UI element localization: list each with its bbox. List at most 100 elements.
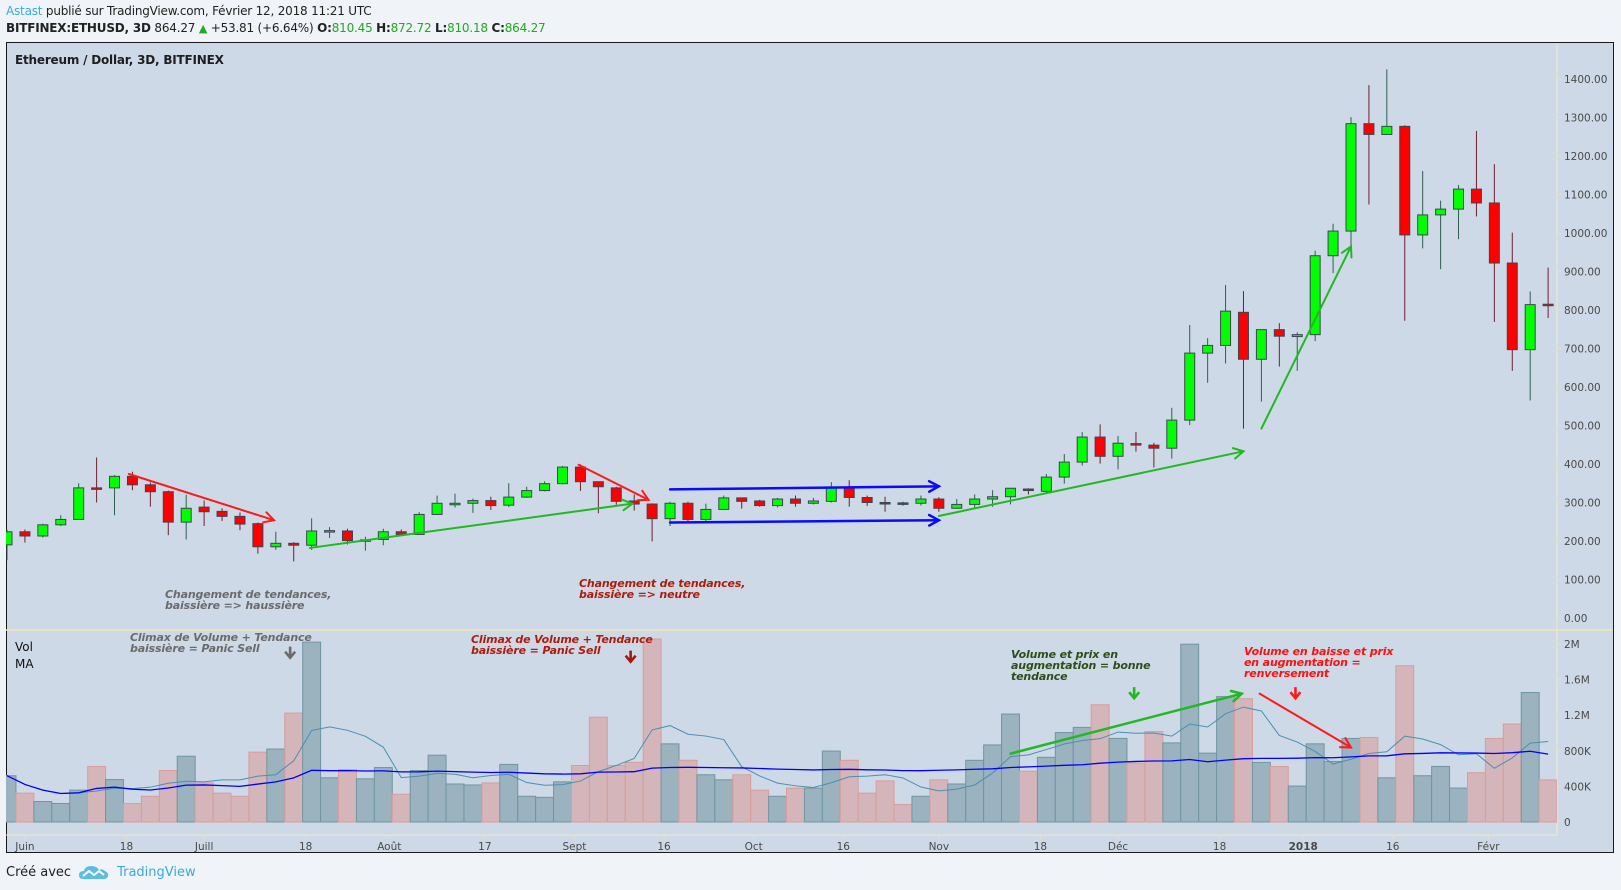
candle-body (1022, 488, 1034, 492)
time-axis-label: 18 (1034, 841, 1047, 853)
candle (700, 503, 712, 521)
candle-body (610, 487, 622, 502)
candle (933, 497, 945, 512)
volume-bar (499, 763, 519, 823)
candle-body (306, 530, 318, 546)
price-axis-label: 1200.00 (1564, 151, 1607, 163)
price-axis-label: 200.00 (1564, 536, 1601, 548)
volume-up-arrow-shaft (1009, 692, 1243, 755)
candle (754, 499, 766, 507)
volume-bar (338, 769, 357, 823)
tradingview-cloud-icon[interactable] (79, 864, 109, 880)
candle (825, 482, 837, 503)
volume-bar (1538, 779, 1557, 823)
price-axis-label: 1300.00 (1564, 113, 1607, 125)
time-axis-label: Juin (14, 841, 34, 853)
volume-bar (391, 793, 411, 823)
candle-body (1470, 188, 1482, 204)
high-value: 872.72 (390, 21, 432, 35)
volume-bar (1323, 760, 1343, 823)
candle-body (700, 508, 712, 520)
uptrend-arrow-2-shaft (937, 450, 1245, 517)
close-label: C: (491, 21, 505, 35)
author-link[interactable]: Astast (6, 4, 43, 18)
time-axis-label: 2018 (1289, 841, 1318, 853)
annotation-reversal: Volume en baisse et prix en augmentation… (1244, 645, 1394, 680)
price-axis-label: 900.00 (1564, 267, 1601, 279)
volume-bar (1359, 736, 1379, 823)
volume-bar (248, 751, 268, 823)
volume-bar (750, 789, 770, 823)
volume-bar (786, 787, 805, 823)
candle (789, 495, 801, 507)
candle-body (1130, 443, 1142, 446)
candle-body (216, 510, 228, 517)
candle (861, 495, 873, 506)
candle-body (413, 513, 425, 535)
downtrend-arrow-2 (577, 463, 651, 502)
candle-body (897, 502, 909, 505)
candle (180, 494, 192, 540)
candle (216, 508, 228, 521)
candle (610, 486, 622, 505)
candle (1076, 432, 1088, 466)
high-label: H: (376, 21, 391, 35)
volume-bar (355, 778, 375, 823)
candle-body (736, 497, 748, 502)
candle (1345, 117, 1357, 249)
volume-bar (320, 777, 340, 823)
candle (1524, 291, 1536, 401)
candle (1255, 329, 1267, 402)
candle-body (270, 542, 282, 548)
volume-bar (33, 801, 53, 823)
candle (951, 499, 963, 509)
volume-bar (176, 755, 196, 823)
candle (1237, 291, 1249, 429)
tradingview-link[interactable]: TradingView (117, 864, 196, 880)
candle (449, 493, 461, 508)
volume-legend-label[interactable]: Vol (15, 640, 33, 654)
candle (431, 495, 443, 515)
volume-bar (911, 795, 931, 823)
candle-body (1435, 208, 1447, 216)
volume-axis-label: 2M (1564, 639, 1580, 651)
volume-bar (1251, 761, 1271, 823)
annotation-trend-change-up: Changement de tendances, baissière => ha… (165, 588, 332, 612)
price-axis-label: 500.00 (1564, 421, 1601, 433)
candle-body (1363, 123, 1375, 135)
candle (915, 495, 927, 506)
candle-body (843, 487, 855, 498)
candle-body (1381, 125, 1393, 135)
ma-legend-label[interactable]: MA (15, 657, 34, 671)
candle (1399, 125, 1411, 321)
price-axis-label: 400.00 (1564, 459, 1601, 471)
volume-bar (105, 779, 124, 823)
symbol: BITFINEX:ETHUSD, 3D (6, 21, 151, 35)
volume-bar (445, 783, 465, 823)
candle-body (377, 531, 389, 540)
candle-body (126, 475, 138, 486)
candle (1435, 200, 1447, 270)
candle-body (467, 500, 479, 504)
volume-bar (1126, 762, 1146, 823)
candle (646, 503, 658, 542)
volume-bar (857, 792, 877, 823)
volume-bars (6, 638, 1557, 823)
volume-bar (427, 754, 447, 823)
candle (736, 497, 748, 509)
candle-body (592, 481, 604, 488)
volume-axis-label: 400K (1564, 781, 1592, 793)
volume-down-arrow (1258, 692, 1353, 749)
volume-bar (839, 759, 859, 823)
candle (1273, 323, 1285, 367)
volume-bar (1395, 665, 1415, 823)
candle-body (1148, 444, 1160, 449)
volume-bar (1502, 723, 1522, 823)
volume-ma-short-line (6, 706, 1549, 794)
candle-body (1327, 230, 1339, 257)
candle (324, 527, 336, 538)
volume-bar (1144, 731, 1164, 823)
candle-body (1291, 334, 1303, 338)
candle (73, 483, 85, 520)
